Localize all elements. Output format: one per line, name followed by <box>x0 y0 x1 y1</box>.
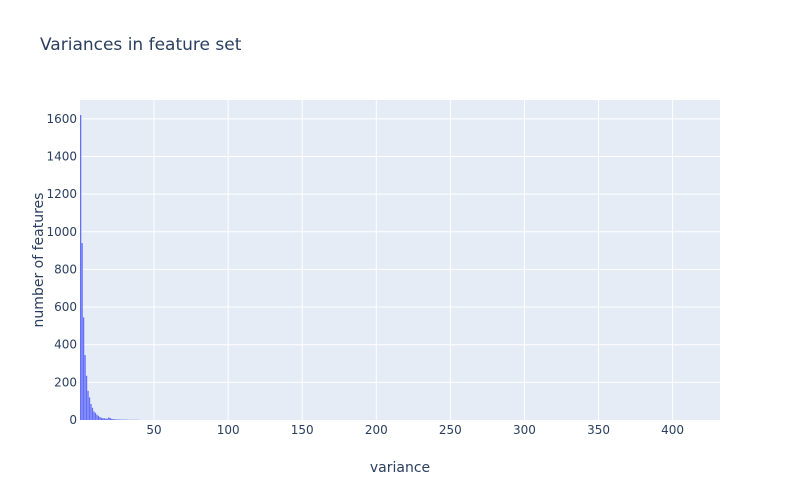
histogram-bar <box>94 412 97 420</box>
x-tick-label: 50 <box>146 423 161 437</box>
histogram-bar <box>100 417 103 420</box>
plot-area <box>80 100 720 420</box>
x-tick-label: 300 <box>513 423 536 437</box>
y-tick-label: 1400 <box>46 149 77 163</box>
bars <box>80 115 140 420</box>
histogram-bar <box>102 418 104 420</box>
x-tick-label: 400 <box>661 423 684 437</box>
y-tick-label: 800 <box>54 262 77 276</box>
x-tick-label: 250 <box>439 423 462 437</box>
x-axis-title: variance <box>370 460 430 476</box>
histogram-bar <box>109 418 111 420</box>
histogram-bar <box>117 419 119 420</box>
y-axis-ticks: 0 200 400 600 800 1000 1200 1400 1600 <box>46 112 77 427</box>
y-axis-title: number of features <box>31 193 47 328</box>
histogram-bar <box>85 375 88 420</box>
histogram-bar <box>111 418 113 420</box>
histogram-bar <box>115 419 117 420</box>
histogram-bar <box>96 414 98 420</box>
histogram-bar <box>84 355 86 420</box>
x-tick-label: 150 <box>291 423 314 437</box>
histogram-bar <box>80 115 82 420</box>
histogram-bar <box>103 418 105 420</box>
x-tick-label: 200 <box>365 423 388 437</box>
histogram-bar <box>91 407 94 420</box>
chart-title: Variances in feature set <box>40 35 242 55</box>
y-tick-label: 1200 <box>46 187 77 201</box>
histogram-bar <box>106 418 108 420</box>
y-tick-label: 600 <box>54 300 77 314</box>
y-tick-label: 400 <box>54 338 77 352</box>
histogram-bar <box>97 415 100 420</box>
histogram-bar <box>90 404 92 420</box>
histogram-bar <box>88 397 91 420</box>
histogram-bar <box>108 417 110 420</box>
histogram-bar <box>99 416 101 420</box>
x-axis-ticks: 50 100 150 200 250 300 350 400 <box>146 423 684 437</box>
histogram-bar <box>82 317 85 420</box>
histogram-bar <box>87 390 89 420</box>
histogram-bar <box>112 419 114 420</box>
histogram-bar <box>114 419 116 420</box>
histogram-bar <box>118 419 120 420</box>
x-tick-label: 350 <box>587 423 610 437</box>
y-tick-label: 1600 <box>46 112 77 126</box>
x-tick-label: 100 <box>217 423 240 437</box>
y-tick-label: 1000 <box>46 225 77 239</box>
y-tick-label: 200 <box>54 375 77 389</box>
y-tick-label: 0 <box>69 413 77 427</box>
histogram-bar <box>81 243 83 420</box>
histogram-bar <box>105 418 107 420</box>
gridlines <box>80 100 720 420</box>
histogram-bar <box>93 411 95 420</box>
